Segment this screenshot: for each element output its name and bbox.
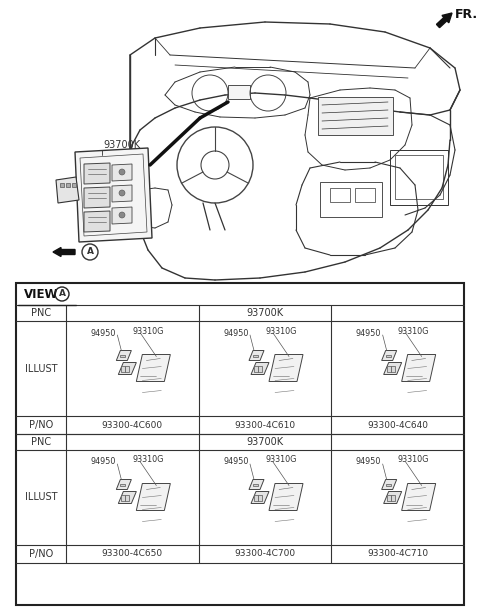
Text: 93700K: 93700K — [246, 308, 284, 318]
Bar — [228, 85, 250, 99]
Bar — [258, 365, 262, 371]
Bar — [120, 483, 125, 486]
Bar — [395, 155, 443, 199]
Text: VIEW: VIEW — [24, 287, 59, 300]
FancyArrow shape — [436, 13, 452, 28]
Text: FR.: FR. — [455, 7, 478, 20]
Polygon shape — [112, 207, 132, 224]
Bar — [254, 365, 258, 371]
Bar — [253, 354, 258, 357]
Bar — [391, 494, 395, 500]
Bar — [60, 183, 64, 187]
Polygon shape — [56, 177, 79, 203]
Bar — [387, 365, 391, 371]
Text: 93300-4C610: 93300-4C610 — [234, 421, 296, 430]
Text: PNC: PNC — [31, 437, 51, 447]
Polygon shape — [84, 187, 110, 208]
Text: P/NO: P/NO — [29, 549, 53, 559]
Polygon shape — [136, 483, 170, 510]
Bar — [120, 354, 125, 357]
Bar — [330, 188, 350, 202]
Text: 94950: 94950 — [223, 457, 249, 467]
Circle shape — [119, 212, 125, 218]
Bar — [318, 97, 393, 135]
Bar — [320, 182, 382, 217]
Bar — [391, 365, 395, 371]
Bar — [355, 188, 375, 202]
Text: 93310G: 93310G — [132, 327, 164, 335]
Text: 94950: 94950 — [356, 328, 381, 338]
Polygon shape — [84, 211, 110, 232]
Polygon shape — [382, 480, 396, 489]
Polygon shape — [249, 351, 264, 360]
Text: 93300-4C650: 93300-4C650 — [102, 550, 163, 559]
Bar — [66, 183, 70, 187]
Polygon shape — [119, 362, 136, 375]
Bar — [125, 365, 129, 371]
Polygon shape — [269, 483, 303, 510]
Polygon shape — [112, 185, 132, 202]
Circle shape — [82, 244, 98, 260]
Text: 93300-4C640: 93300-4C640 — [367, 421, 428, 430]
Polygon shape — [119, 491, 136, 503]
Circle shape — [119, 169, 125, 175]
Text: A: A — [59, 289, 65, 298]
Bar — [385, 483, 391, 486]
Text: 93310G: 93310G — [265, 456, 297, 465]
Text: P/NO: P/NO — [29, 420, 53, 430]
Bar — [253, 483, 258, 486]
Polygon shape — [402, 483, 436, 510]
Circle shape — [119, 190, 125, 196]
Polygon shape — [75, 148, 152, 242]
Bar — [16, 283, 464, 605]
Polygon shape — [251, 491, 269, 503]
Bar — [72, 183, 76, 187]
Polygon shape — [136, 354, 170, 381]
Text: 93310G: 93310G — [398, 456, 429, 465]
Polygon shape — [112, 164, 132, 181]
Bar — [121, 494, 125, 500]
Text: 94950: 94950 — [223, 328, 249, 338]
Bar — [254, 494, 258, 500]
Text: 94950: 94950 — [91, 328, 116, 338]
Polygon shape — [249, 480, 264, 489]
Polygon shape — [382, 351, 396, 360]
Text: PNC: PNC — [31, 308, 51, 318]
Bar — [387, 494, 391, 500]
Polygon shape — [269, 354, 303, 381]
Text: 93310G: 93310G — [398, 327, 429, 335]
Text: 93300-4C600: 93300-4C600 — [102, 421, 163, 430]
Bar — [385, 354, 391, 357]
Bar — [258, 494, 262, 500]
Text: ILLUST: ILLUST — [25, 363, 57, 373]
Text: 93310G: 93310G — [132, 456, 164, 465]
Text: 94950: 94950 — [356, 457, 381, 467]
Polygon shape — [116, 480, 132, 489]
Polygon shape — [84, 163, 110, 184]
Polygon shape — [384, 491, 402, 503]
Bar — [121, 365, 125, 371]
FancyArrow shape — [53, 247, 75, 257]
Text: 93300-4C700: 93300-4C700 — [234, 550, 296, 559]
Text: 93700K: 93700K — [103, 140, 140, 150]
Polygon shape — [116, 351, 132, 360]
Text: ILLUST: ILLUST — [25, 492, 57, 502]
Polygon shape — [402, 354, 436, 381]
Polygon shape — [251, 362, 269, 375]
Text: 93310G: 93310G — [265, 327, 297, 335]
Text: 93300-4C710: 93300-4C710 — [367, 550, 428, 559]
Text: A: A — [86, 247, 94, 257]
Bar — [390, 150, 448, 205]
Text: 93700K: 93700K — [246, 437, 284, 447]
Text: 94950: 94950 — [91, 457, 116, 467]
Bar — [125, 494, 129, 500]
Polygon shape — [384, 362, 402, 375]
